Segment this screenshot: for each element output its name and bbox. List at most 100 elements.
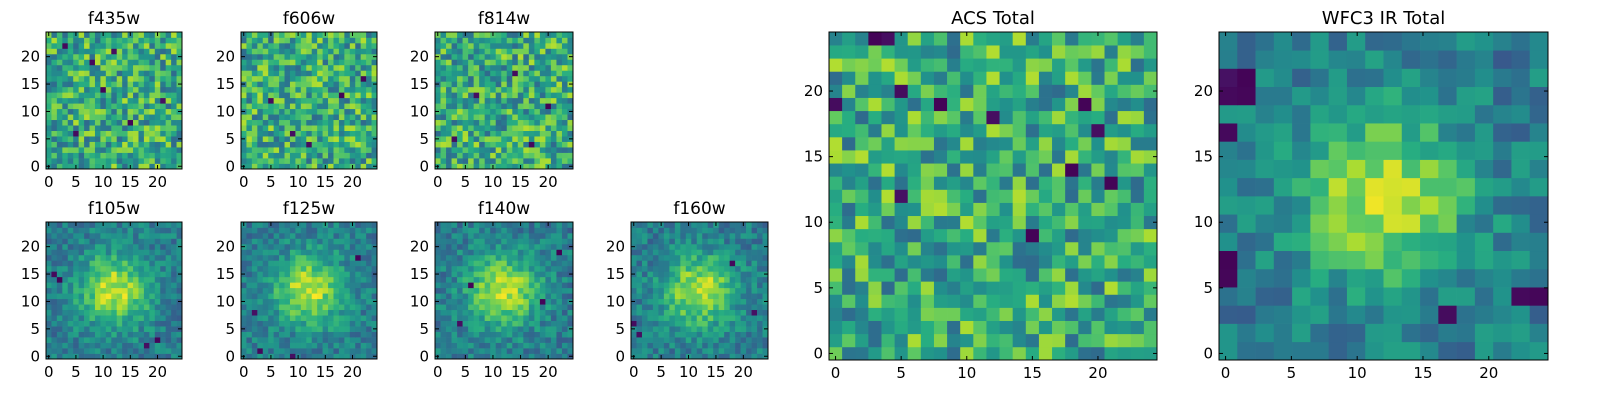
heatmap-cell bbox=[317, 288, 323, 294]
heatmap-cell bbox=[474, 32, 480, 38]
heatmap-cell bbox=[501, 348, 507, 354]
heatmap-cell bbox=[534, 222, 540, 228]
heatmap-cell bbox=[518, 147, 524, 153]
heatmap-cell bbox=[57, 120, 63, 126]
heatmap-cell bbox=[463, 255, 469, 261]
heatmap-cell bbox=[95, 32, 101, 38]
heatmap-cell bbox=[441, 109, 447, 115]
heatmap-cell bbox=[160, 222, 166, 228]
heatmap-cell bbox=[290, 326, 296, 332]
heatmap-cell bbox=[160, 304, 166, 310]
heatmap-cell bbox=[51, 131, 57, 137]
heatmap-cell bbox=[111, 310, 117, 316]
heatmap-cell bbox=[523, 76, 529, 82]
heatmap-cell bbox=[241, 98, 247, 104]
heatmap-cell bbox=[128, 304, 134, 310]
heatmap-cell bbox=[279, 76, 285, 82]
heatmap-cell bbox=[829, 163, 842, 176]
heatmap-cell bbox=[501, 114, 507, 120]
heatmap-cell bbox=[285, 103, 291, 109]
heatmap-cell bbox=[51, 120, 57, 126]
heatmap-cell bbox=[46, 37, 52, 43]
heatmap-cell bbox=[106, 48, 112, 54]
heatmap-cell bbox=[323, 43, 329, 49]
heatmap-cell bbox=[295, 310, 301, 316]
heatmap-cell bbox=[57, 348, 63, 354]
heatmap-cell bbox=[295, 337, 301, 343]
heatmap-cell bbox=[111, 304, 117, 310]
heatmap-cell bbox=[366, 103, 372, 109]
heatmap-cell bbox=[658, 343, 664, 349]
heatmap-cell bbox=[306, 43, 312, 49]
heatmap-cell bbox=[177, 125, 183, 131]
heatmap-cell bbox=[658, 321, 664, 327]
heatmap-cell bbox=[301, 304, 307, 310]
heatmap-cell bbox=[122, 326, 128, 332]
heatmap-cell bbox=[441, 37, 447, 43]
heatmap-cell bbox=[496, 315, 502, 321]
heatmap-cell bbox=[868, 163, 881, 176]
heatmap-cell bbox=[84, 255, 90, 261]
heatmap-cell bbox=[708, 238, 714, 244]
heatmap-cell bbox=[177, 337, 183, 343]
heatmap-cell bbox=[479, 271, 485, 277]
heatmap-cell bbox=[708, 227, 714, 233]
heatmap-cell bbox=[171, 332, 177, 338]
heatmap-cell bbox=[556, 76, 562, 82]
heatmap-cell bbox=[642, 315, 648, 321]
heatmap-cell bbox=[133, 59, 139, 65]
heatmap-cell bbox=[474, 315, 480, 321]
heatmap-cell bbox=[166, 266, 172, 272]
heatmap-cell bbox=[501, 54, 507, 60]
heatmap-cell bbox=[551, 238, 557, 244]
heatmap-cell bbox=[452, 233, 458, 239]
heatmap-cell bbox=[441, 103, 447, 109]
heatmap-cell bbox=[155, 114, 161, 120]
heatmap-cell bbox=[366, 233, 372, 239]
heatmap-cell bbox=[166, 354, 172, 360]
heatmap-cell bbox=[1144, 268, 1157, 281]
heatmap-cell bbox=[664, 354, 670, 360]
heatmap-cell bbox=[46, 238, 52, 244]
heatmap-cell bbox=[452, 87, 458, 93]
heatmap-cell bbox=[301, 32, 307, 38]
heatmap-cell bbox=[567, 249, 573, 255]
heatmap-cell bbox=[257, 222, 263, 228]
heatmap-cell bbox=[46, 59, 52, 65]
heatmap-cell bbox=[355, 87, 361, 93]
heatmap-cell bbox=[84, 43, 90, 49]
heatmap-cell bbox=[512, 343, 518, 349]
heatmap-cell bbox=[51, 260, 57, 266]
heatmap-cell bbox=[507, 59, 513, 65]
heatmap-cell bbox=[474, 277, 480, 283]
heatmap-cell bbox=[763, 310, 769, 316]
heatmap-cell bbox=[507, 244, 513, 250]
heatmap-cell bbox=[551, 48, 557, 54]
heatmap-cell bbox=[490, 348, 496, 354]
heatmap-cell bbox=[350, 103, 356, 109]
heatmap-cell bbox=[263, 304, 269, 310]
heatmap-cell bbox=[463, 120, 469, 126]
heatmap-cell bbox=[653, 293, 659, 299]
heatmap-cell bbox=[490, 114, 496, 120]
heatmap-cell bbox=[366, 164, 372, 170]
heatmap-cell bbox=[1065, 294, 1078, 307]
heatmap-cell bbox=[675, 238, 681, 244]
heatmap-cell bbox=[51, 87, 57, 93]
heatmap-cell bbox=[68, 244, 74, 250]
heatmap-cell bbox=[1000, 203, 1013, 216]
heatmap-cell bbox=[474, 310, 480, 316]
heatmap-cell bbox=[333, 59, 339, 65]
heatmap-cell bbox=[512, 260, 518, 266]
heatmap-cell bbox=[551, 125, 557, 131]
heatmap-cell bbox=[567, 120, 573, 126]
heatmap-cell bbox=[534, 282, 540, 288]
heatmap-cell bbox=[479, 81, 485, 87]
heatmap-cell bbox=[252, 332, 258, 338]
heatmap-cell bbox=[361, 271, 367, 277]
heatmap-cell bbox=[485, 164, 491, 170]
heatmap-cell bbox=[1144, 203, 1157, 216]
heatmap-cell bbox=[257, 255, 263, 261]
heatmap-cell bbox=[1091, 229, 1104, 242]
heatmap-cell bbox=[452, 315, 458, 321]
